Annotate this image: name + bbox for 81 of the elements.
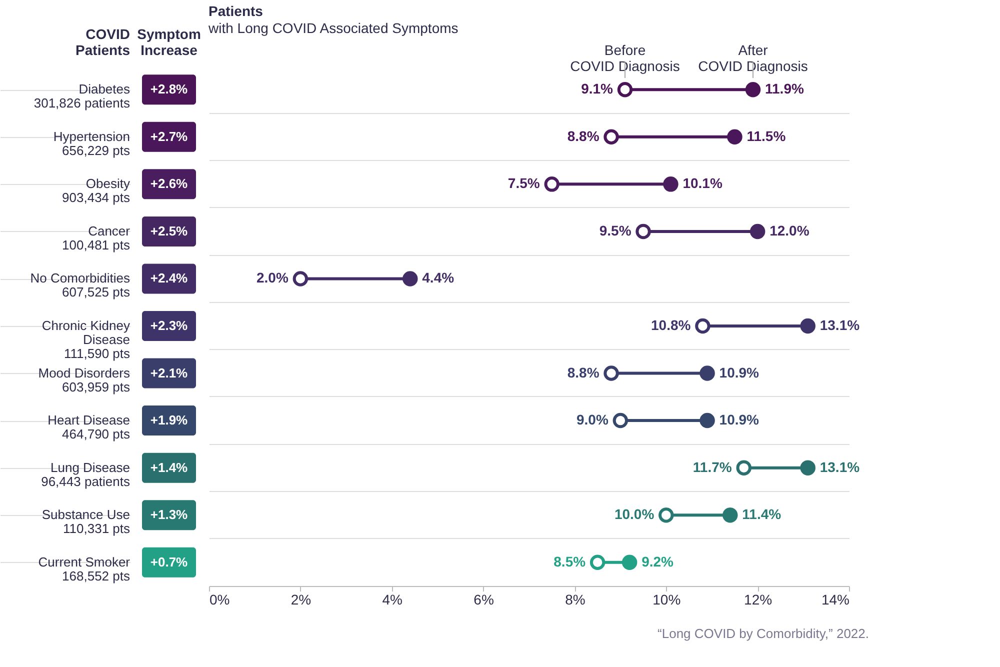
text: +2.1% bbox=[150, 365, 188, 380]
data-label: 10.9% bbox=[719, 364, 760, 380]
y-tick-label: Current Smoker 168,552 pts bbox=[38, 554, 131, 584]
point bbox=[617, 82, 633, 98]
point bbox=[658, 507, 674, 523]
data-label: 11.5% bbox=[746, 128, 786, 144]
y-tick-label: Diabetes 301,826 patients bbox=[34, 82, 130, 111]
point bbox=[736, 460, 752, 476]
point bbox=[612, 412, 628, 428]
point bbox=[700, 366, 715, 381]
data-label: 8.8% bbox=[567, 364, 600, 380]
text: +2.7% bbox=[150, 128, 188, 144]
data-label: 8.5% bbox=[554, 553, 586, 570]
text: +2.3% bbox=[150, 318, 188, 333]
data-label: 12.0% bbox=[770, 222, 810, 238]
text: +1.4% bbox=[150, 460, 188, 475]
x-tick-label: 0% bbox=[210, 592, 230, 608]
point bbox=[745, 82, 761, 98]
point bbox=[292, 271, 308, 286]
y-tick-label: Cancer 100,481 pts bbox=[62, 223, 131, 252]
y-tick-label: Heart Disease 464,790 pts bbox=[48, 412, 130, 442]
point bbox=[800, 318, 816, 334]
y-axis-title: COVID Patients bbox=[76, 26, 130, 58]
point bbox=[663, 176, 678, 192]
text: +2.5% bbox=[150, 223, 188, 238]
data-label: 10.1% bbox=[682, 175, 723, 192]
point bbox=[700, 412, 715, 428]
point bbox=[604, 129, 619, 145]
x-tick-label: 2% bbox=[290, 592, 312, 608]
point bbox=[402, 271, 418, 286]
point bbox=[750, 224, 766, 240]
data-label: 13.1% bbox=[820, 458, 860, 475]
point bbox=[590, 554, 606, 570]
text: +0.7% bbox=[150, 554, 188, 570]
x-tick-label: 14% bbox=[821, 592, 850, 608]
data-label: 4.4% bbox=[422, 270, 455, 286]
x-tick-label: 6% bbox=[474, 592, 494, 608]
text: “Long COVID by Comorbidity,” 2022. bbox=[658, 626, 869, 641]
data-label: 7.5% bbox=[508, 175, 540, 192]
data-label: 2.0% bbox=[256, 270, 289, 286]
data-label: 11.9% bbox=[765, 80, 804, 97]
data-label: 10.9% bbox=[719, 412, 760, 428]
x-tick-label: 8% bbox=[565, 592, 586, 608]
y-tick-label: Chronic Kidney Disease 111,590 pts bbox=[42, 318, 130, 361]
text: +2.4% bbox=[150, 270, 188, 286]
data-label: 10.8% bbox=[651, 317, 692, 333]
data-label: 13.1% bbox=[820, 317, 860, 333]
point bbox=[622, 554, 638, 570]
point bbox=[636, 224, 651, 240]
text: Symptom Increase bbox=[137, 26, 201, 58]
data-label: 9.1% bbox=[581, 80, 614, 97]
point bbox=[727, 129, 742, 145]
x-tick-label: 10% bbox=[652, 592, 681, 608]
point bbox=[544, 176, 560, 192]
data-label: 9.5% bbox=[599, 222, 632, 238]
text: +2.8% bbox=[150, 82, 188, 97]
y-tick-label: Lung Disease 96,443 patients bbox=[41, 460, 130, 489]
y-tick-label: Substance Use 110,331 pts bbox=[42, 507, 130, 536]
x-tick-label: 4% bbox=[382, 592, 402, 608]
y-tick-label: Hypertension 656,229 pts bbox=[53, 128, 130, 158]
data-label: 8.8% bbox=[567, 128, 600, 144]
data-label: 11.4% bbox=[742, 506, 782, 522]
data-label: 9.0% bbox=[576, 412, 609, 428]
data-label: 10.0% bbox=[614, 506, 655, 522]
point bbox=[695, 318, 710, 334]
y-tick-label: Mood Disorders 603,959 pts bbox=[38, 365, 130, 394]
x-tick-label: 12% bbox=[744, 592, 772, 608]
data-label: 9.2% bbox=[642, 553, 674, 570]
text: +1.3% bbox=[150, 507, 188, 522]
data-label: 11.7% bbox=[692, 458, 732, 475]
series-label: After COVID Diagnosis bbox=[698, 42, 808, 74]
series-label: Before COVID Diagnosis bbox=[570, 42, 680, 74]
chart-subtitle: with Long COVID Associated Symptoms bbox=[208, 20, 458, 36]
chart-title: Patients bbox=[208, 3, 264, 19]
y-tick-label: Obesity 903,434 pts bbox=[62, 176, 130, 206]
text: +1.9% bbox=[150, 412, 188, 428]
y-tick-label: No Comorbidities 607,525 pts bbox=[30, 270, 130, 300]
text: +2.6% bbox=[150, 176, 188, 192]
point bbox=[800, 460, 816, 476]
point bbox=[604, 366, 619, 381]
point bbox=[722, 507, 738, 523]
